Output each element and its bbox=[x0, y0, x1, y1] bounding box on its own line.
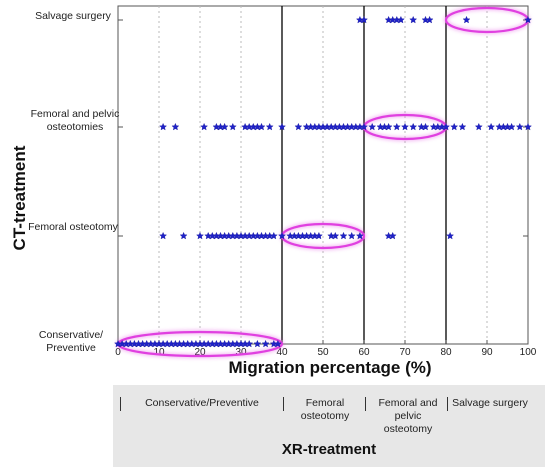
xr-treatment-panel: Conservative/Preventive Femoral osteotom… bbox=[113, 385, 545, 467]
data-point bbox=[458, 122, 467, 131]
x-axis-label: Migration percentage (%) bbox=[228, 358, 432, 377]
data-point bbox=[257, 122, 266, 131]
data-point bbox=[360, 15, 368, 24]
data-point bbox=[220, 122, 229, 131]
y-tick-femoral-pelvic: Femoral and pelvic osteotomies bbox=[30, 108, 120, 133]
data-point bbox=[179, 231, 188, 240]
data-point bbox=[159, 231, 168, 240]
x-tick-label: 20 bbox=[194, 347, 206, 358]
data-point bbox=[474, 122, 483, 131]
data-point bbox=[273, 339, 282, 348]
data-point bbox=[360, 122, 368, 131]
y-axis-label: CT-treatment bbox=[10, 145, 29, 251]
data-point bbox=[294, 122, 303, 131]
data-point bbox=[524, 122, 532, 131]
xr-separator bbox=[365, 397, 366, 411]
x-tick-label: 50 bbox=[317, 347, 329, 358]
data-point bbox=[409, 15, 418, 24]
data-point bbox=[278, 231, 286, 240]
data-point bbox=[339, 231, 348, 240]
data-point bbox=[442, 122, 450, 131]
x-tick-label: 90 bbox=[481, 347, 493, 358]
xr-category-femoral-pelvic: Femoral and pelvic osteotomy bbox=[378, 397, 438, 435]
data-point bbox=[347, 231, 356, 240]
data-point bbox=[487, 122, 496, 131]
data-point bbox=[409, 122, 418, 131]
data-point bbox=[200, 122, 209, 131]
data-point bbox=[450, 122, 459, 131]
data-point bbox=[261, 339, 270, 348]
data-point bbox=[462, 15, 471, 24]
x-tick-label: 0 bbox=[115, 347, 121, 358]
xr-treatment-title: XR-treatment bbox=[281, 441, 377, 458]
data-point bbox=[171, 122, 180, 131]
xr-category-femoral-osteotomy: Femoral osteotomy bbox=[300, 397, 350, 422]
xr-separator bbox=[447, 397, 448, 411]
data-point bbox=[196, 231, 204, 240]
y-tick-femoral-osteotomy: Femoral osteotomy bbox=[28, 221, 118, 233]
x-tick-label: 60 bbox=[358, 347, 370, 358]
data-point bbox=[421, 122, 430, 131]
data-point bbox=[269, 231, 278, 240]
x-tick-label: 30 bbox=[235, 347, 247, 358]
data-point bbox=[245, 339, 254, 348]
xr-separator bbox=[283, 397, 284, 411]
data-point bbox=[265, 122, 274, 131]
y-tick-conservative: Conservative/ Preventive bbox=[38, 329, 104, 354]
xr-separator bbox=[120, 397, 121, 411]
data-point bbox=[524, 15, 532, 24]
data-point bbox=[401, 122, 409, 131]
data-point bbox=[331, 231, 340, 240]
x-tick-label: 40 bbox=[276, 347, 288, 358]
data-point bbox=[388, 231, 397, 240]
data-point bbox=[446, 231, 455, 240]
data-point bbox=[396, 15, 405, 24]
xr-category-salvage: Salvage surgery bbox=[452, 397, 528, 409]
x-tick-label: 80 bbox=[440, 347, 452, 358]
x-tick-label: 10 bbox=[153, 347, 165, 358]
x-tick-label: 100 bbox=[520, 347, 537, 358]
data-point bbox=[314, 231, 323, 240]
xr-category-conservative: Conservative/Preventive bbox=[145, 397, 259, 409]
data-point bbox=[425, 15, 434, 24]
x-tick-label: 70 bbox=[399, 347, 411, 358]
data-point bbox=[228, 122, 237, 131]
y-tick-salvage-surgery: Salvage surgery bbox=[35, 10, 111, 22]
data-point bbox=[515, 122, 524, 131]
data-point bbox=[507, 122, 516, 131]
data-point bbox=[253, 339, 262, 348]
data-point bbox=[355, 231, 364, 240]
data-point bbox=[159, 122, 168, 131]
data-point bbox=[368, 122, 377, 131]
data-point bbox=[384, 122, 393, 131]
data-point bbox=[392, 122, 401, 131]
data-point bbox=[278, 122, 286, 131]
